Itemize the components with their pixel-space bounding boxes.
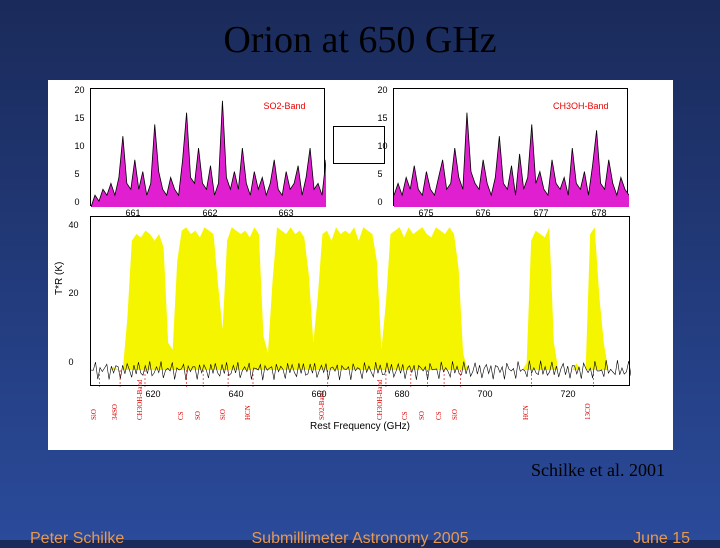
inset-right-ytick-20: 20: [378, 85, 388, 95]
inset-left-label: SO2-Band: [263, 101, 305, 111]
line-marker-label: CS: [401, 411, 409, 420]
line-marker-label: SiO: [90, 409, 98, 420]
footer-conference: Submillimeter Astronomy 2005: [252, 530, 469, 548]
line-marker-label: CS: [435, 411, 443, 420]
main-plot: [91, 217, 631, 387]
zoom-connector-box: [333, 126, 385, 164]
line-marker-label: SO2-Band: [318, 390, 326, 420]
inset-left-ytick-5: 5: [75, 169, 80, 179]
inset-panel-left: SO2-Band 20 15 10 5 0 661 662 663: [90, 88, 325, 206]
inset-left-ytick-15: 15: [75, 113, 85, 123]
chart-figure: T*R (K) SO2-Band 20 15 10 5 0 661 662 66…: [48, 80, 673, 450]
inset-panel-right: CH3OH-Band 20 15 10 5 0 675 676 677 678: [393, 88, 628, 206]
slide-title: Orion at 650 GHz: [0, 0, 720, 62]
line-marker-label: SiO: [451, 409, 459, 420]
inset-right-label: CH3OH-Band: [553, 101, 609, 111]
inset-right-ytick-0: 0: [378, 197, 383, 207]
line-marker-label: CH3OH-Band: [136, 380, 144, 420]
main-ytick-0: 0: [69, 357, 74, 367]
footer-date: June 15: [633, 530, 690, 548]
line-marker-label: SiO: [219, 409, 227, 420]
inset-right-ytick-5: 5: [378, 169, 383, 179]
main-panel: 40 20 0 620 640 660 680 700 720: [90, 216, 630, 386]
line-marker-label: CH3OH-Band: [376, 380, 384, 420]
line-marker-label: 13CO: [584, 403, 592, 420]
inset-left-ytick-20: 20: [75, 85, 85, 95]
inset-left-ytick-0: 0: [75, 197, 80, 207]
main-ytick-20: 20: [69, 288, 79, 298]
line-marker-label: HCN: [522, 405, 530, 420]
line-marker-label: SO: [418, 411, 426, 420]
inset-left-ytick-10: 10: [75, 141, 85, 151]
line-marker-label: HCN: [244, 405, 252, 420]
y-axis-label: T*R (K): [54, 262, 65, 295]
line-marker-label: SO: [194, 411, 202, 420]
line-marker-label: 34SO: [111, 404, 119, 420]
citation: Schilke et al. 2001: [531, 460, 665, 481]
inset-right-ytick-15: 15: [378, 113, 388, 123]
main-ytick-40: 40: [69, 220, 79, 230]
footer-author: Peter Schilke: [30, 530, 124, 548]
x-axis-label: Rest Frequency (GHz): [310, 421, 410, 432]
line-marker-label: CS: [177, 411, 185, 420]
line-marker-labels: SiO34SOCH3OH-BandCSSOSiOHCNSO2-BandCH3OH…: [90, 392, 630, 420]
